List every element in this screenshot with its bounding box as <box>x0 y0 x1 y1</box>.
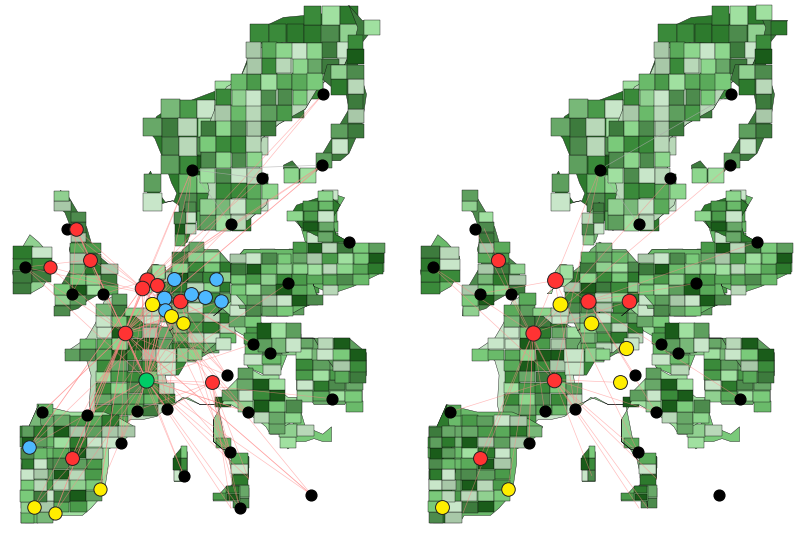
Point <box>474 289 486 298</box>
Point <box>177 319 190 328</box>
Point <box>186 165 198 174</box>
Point <box>49 508 62 517</box>
Point <box>282 279 294 288</box>
Point <box>43 263 56 272</box>
Point <box>97 289 110 298</box>
Point <box>36 407 49 416</box>
Point <box>690 279 702 288</box>
Point <box>220 371 233 379</box>
Point <box>146 300 158 309</box>
Point <box>326 395 339 403</box>
Point <box>522 439 535 448</box>
Point <box>178 471 190 480</box>
Point <box>159 306 172 315</box>
Point <box>444 407 457 416</box>
Point <box>734 395 747 403</box>
Point <box>426 263 439 272</box>
Point <box>206 378 218 387</box>
Point <box>150 281 163 290</box>
Point <box>168 275 181 283</box>
Point <box>246 340 259 349</box>
Point <box>316 90 329 99</box>
Point <box>594 165 606 174</box>
Point <box>724 90 737 99</box>
Point <box>135 283 148 292</box>
Point <box>164 311 177 320</box>
Point <box>538 406 551 415</box>
Point <box>141 276 154 285</box>
Point <box>198 292 211 301</box>
Point <box>22 443 35 452</box>
Point <box>654 340 667 349</box>
Point <box>492 256 505 264</box>
Point <box>114 439 127 448</box>
Point <box>84 256 97 264</box>
Point <box>474 453 486 462</box>
Point <box>118 329 131 338</box>
Point <box>241 407 254 416</box>
Point <box>234 504 246 513</box>
Point <box>633 220 646 229</box>
Point <box>569 405 582 413</box>
Point <box>713 490 726 499</box>
Point <box>66 453 78 462</box>
Point <box>548 375 561 384</box>
Point <box>70 224 82 233</box>
Point <box>582 297 594 306</box>
Point <box>256 174 269 183</box>
Point <box>315 161 328 170</box>
Point <box>210 275 222 283</box>
Point <box>505 289 518 298</box>
Point <box>549 276 562 285</box>
Point <box>628 371 641 379</box>
Point <box>130 406 143 415</box>
Point <box>526 329 539 338</box>
Point <box>184 289 197 298</box>
Point <box>60 224 73 233</box>
Point <box>174 297 186 306</box>
Point <box>158 294 170 302</box>
Point <box>225 220 238 229</box>
Point <box>215 297 228 306</box>
Point <box>554 300 566 309</box>
Point <box>723 161 736 170</box>
Point <box>664 174 677 183</box>
Point <box>502 484 514 493</box>
Point <box>18 263 31 272</box>
Point <box>623 297 636 306</box>
Point <box>436 502 449 511</box>
Point <box>672 348 685 357</box>
Point <box>750 238 763 247</box>
Point <box>264 348 277 357</box>
Point <box>619 344 632 353</box>
Point <box>94 484 106 493</box>
Point <box>161 405 174 413</box>
Point <box>28 502 41 511</box>
Point <box>140 375 153 384</box>
Point <box>66 289 78 298</box>
Point <box>224 448 237 456</box>
Point <box>80 411 93 420</box>
Point <box>614 378 626 387</box>
Point <box>585 319 598 328</box>
Point <box>342 238 355 247</box>
Point <box>468 224 481 233</box>
Point <box>632 448 645 456</box>
Point <box>649 407 662 416</box>
Point <box>305 490 318 499</box>
